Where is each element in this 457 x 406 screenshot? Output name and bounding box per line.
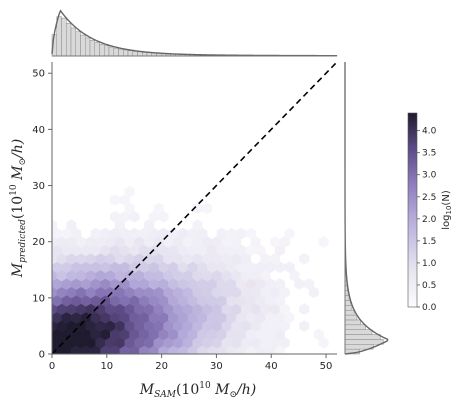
- hexbin-density: [52, 185, 329, 354]
- colorbar-tick-label: 3.5: [422, 149, 436, 159]
- right-histogram-bar: [344, 305, 353, 311]
- right-histogram-bar: [344, 309, 355, 316]
- colorbar-tick-label: 1.0: [422, 259, 437, 269]
- colorbar-tick-label: 2.5: [422, 193, 436, 203]
- top-marginal-bars: [51, 16, 338, 57]
- hexbin-cell: [52, 219, 58, 232]
- right-marginal-histogram: [344, 61, 389, 355]
- top-histogram-bar: [142, 52, 148, 57]
- main-plot-area: 0 10 20 30 40 50 0 10 20 30 40 50: [32, 61, 338, 372]
- hexbin-cell: [299, 303, 310, 316]
- top-histogram-bar: [75, 31, 81, 57]
- colorbar-tick-label: 4.0: [422, 127, 437, 137]
- colorbar-tick-label: 1.5: [422, 237, 436, 247]
- colorbar-tick-label: 0.0: [422, 303, 437, 313]
- top-histogram-bar: [127, 50, 133, 57]
- one-to-one-reference-line: [51, 61, 338, 355]
- colorbar-tick-label: 0.5: [422, 281, 436, 291]
- y-axis-title: Mpredicted(1010 M⊙/h): [9, 139, 28, 278]
- top-histogram-bar: [137, 51, 143, 57]
- top-histogram-bar: [108, 46, 114, 57]
- y-tick-label: 0: [39, 350, 45, 361]
- hexbin-cell: [202, 202, 213, 215]
- hexbin-cell: [284, 261, 295, 274]
- colorbar-tick-label: 2.0: [422, 215, 437, 225]
- hexbin-cell: [313, 328, 324, 341]
- colorbar-gradient: [407, 112, 418, 308]
- y-tick-label: 50: [32, 69, 45, 80]
- x-axis-ticks: 0 10 20 30 40 50: [49, 354, 333, 372]
- x-tick-label: 50: [320, 361, 333, 372]
- right-histogram-bar: [344, 319, 361, 326]
- top-marginal-histogram: [51, 9, 338, 57]
- top-histogram-bar: [80, 34, 86, 57]
- x-tick-label: 20: [155, 361, 168, 372]
- top-histogram-bar: [99, 43, 105, 57]
- hexbin-cell: [192, 219, 203, 232]
- x-tick-label: 30: [210, 361, 223, 372]
- right-histogram-bar: [344, 329, 373, 335]
- top-histogram-bar: [89, 40, 95, 57]
- top-histogram-bar: [132, 51, 138, 57]
- right-histogram-bar: [344, 314, 358, 321]
- y-tick-label: 30: [32, 181, 45, 192]
- top-histogram-bar: [66, 23, 72, 57]
- right-histogram-bar: [344, 334, 381, 340]
- hexbin-cell: [153, 202, 164, 215]
- right-histogram-bar: [344, 324, 366, 330]
- hexbin-cell: [274, 278, 285, 290]
- hexbin-cell: [318, 236, 329, 248]
- top-histogram-bar: [70, 27, 76, 57]
- top-histogram-bar: [94, 42, 100, 57]
- hexbin-cell: [299, 252, 310, 265]
- x-axis-title: MSAM(1010 M⊙/h): [139, 381, 257, 400]
- top-histogram-bar: [113, 47, 119, 57]
- hexbin-cell: [66, 219, 77, 232]
- hexbin-cell: [299, 320, 310, 332]
- y-axis-ticks: 0 10 20 30 40 50: [32, 69, 52, 361]
- hexbin-cell: [284, 227, 295, 240]
- y-tick-label: 40: [32, 125, 45, 136]
- hexbin-cell: [245, 227, 256, 240]
- x-tick-label: 10: [100, 361, 113, 372]
- colorbar-ticks: 0.0 0.5 1.0 1.5 2.0 2.5 3.0 3.5 4.0: [417, 127, 437, 313]
- right-histogram-bar: [344, 295, 350, 301]
- x-tick-label: 40: [265, 361, 278, 372]
- y-tick-label: 10: [32, 293, 45, 304]
- y-tick-label: 20: [32, 237, 45, 248]
- x-tick-label: 0: [49, 361, 55, 372]
- right-histogram-bar: [344, 300, 351, 306]
- colorbar: 0.0 0.5 1.0 1.5 2.0 2.5 3.0 3.5 4.0 log10(N): [407, 112, 453, 313]
- colorbar-tick-label: 3.0: [422, 171, 437, 181]
- right-marginal-bars: [344, 61, 384, 355]
- top-histogram-bar: [118, 48, 124, 57]
- hexbin-cell: [303, 278, 315, 290]
- right-histogram-bar: [344, 339, 384, 345]
- hexbin-cell: [124, 185, 135, 198]
- top-histogram-bar: [85, 37, 91, 57]
- colorbar-label: log10(N): [441, 190, 453, 230]
- top-histogram-bar: [61, 17, 67, 57]
- top-histogram-bar: [104, 45, 110, 57]
- top-histogram-bar: [123, 49, 129, 57]
